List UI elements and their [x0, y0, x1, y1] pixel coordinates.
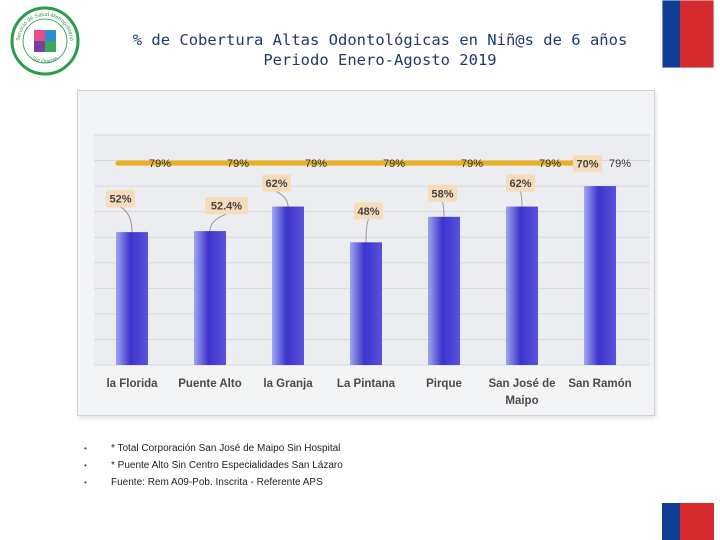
data-label-box [354, 202, 383, 220]
category-tick-label: Maipo [505, 395, 538, 407]
category-tick-label: Puente Alto [178, 378, 241, 390]
bar-value-label: 48% [357, 206, 379, 218]
target-value-label: 79% [539, 158, 561, 170]
bar-value-label: 70% [576, 159, 598, 171]
data-label-box [428, 184, 457, 202]
category-tick-label: San José de [488, 378, 555, 390]
category-tick-label: San Ramón [568, 378, 631, 390]
bar-value-label: 62% [509, 178, 531, 190]
title-line-2: Periodo Enero-Agosto 2019 [263, 51, 497, 69]
bar-la-pintana [350, 242, 382, 365]
data-label-callout [520, 191, 523, 207]
flag-decoration-bottom [662, 503, 714, 540]
bar-la-granja [272, 206, 304, 365]
data-label-callout [276, 191, 289, 207]
bar-value-label: 52% [109, 194, 131, 206]
bullet-icon: • [84, 461, 87, 470]
bar-value-label: 62% [265, 178, 287, 190]
logo-text-bottom: Sur Oriente [31, 56, 60, 66]
footnote-text: Fuente: Rem A09-Pob. Inscrita - Referent… [111, 477, 323, 488]
data-label-callout [365, 219, 369, 243]
footnote-text: * Puente Alto Sin Centro Especialidades … [111, 460, 343, 471]
target-value-label: 79% [149, 158, 171, 170]
chart-panel: 79% 79% 79% 79% 79% 79% 79% 52% 52.4% 62% 48% 58% 62… [77, 90, 655, 416]
bar-la-florida [116, 232, 148, 365]
target-value-label: 79% [609, 158, 631, 170]
health-service-logo: Servicio de Salud Metropolitano Sur Orie… [10, 6, 80, 76]
data-label-box [506, 174, 535, 192]
bar-san-jos-de-maipo [506, 206, 538, 365]
bar-value-label: 52.4% [211, 201, 242, 213]
data-label-callout [209, 213, 227, 232]
target-value-label: 79% [305, 158, 327, 170]
title-line-1: % de Cobertura Altas Odontológicas en Ni… [132, 31, 628, 49]
data-label-box [573, 155, 602, 173]
data-label-box [205, 197, 248, 215]
footnote-row: • * Total Corporación San José de Maipo … [84, 440, 343, 457]
footnotes: • * Total Corporación San José de Maipo … [84, 440, 343, 491]
svg-text:Sur Oriente: Sur Oriente [31, 56, 60, 66]
data-label-box [106, 190, 135, 208]
data-label-callout [120, 206, 133, 233]
bar-value-label: 58% [431, 188, 453, 200]
data-label-callout [442, 201, 445, 217]
category-tick-label: la Granja [263, 378, 313, 390]
data-label-box [262, 174, 291, 192]
category-tick-label: la Florida [106, 378, 158, 390]
footnote-text: * Total Corporación San José de Maipo Si… [111, 443, 341, 454]
target-value-label: 79% [383, 158, 405, 170]
bullet-icon: • [84, 478, 87, 487]
bullet-icon: • [84, 444, 87, 453]
page-title: % de Cobertura Altas Odontológicas en Ni… [100, 30, 660, 70]
bar-san-ram-n [584, 186, 616, 365]
flag-decoration-top [662, 0, 714, 68]
target-value-label: 79% [227, 158, 249, 170]
category-tick-label: Pirque [426, 378, 462, 390]
target-value-label: 79% [461, 158, 483, 170]
footnote-row: • Fuente: Rem A09-Pob. Inscrita - Refere… [84, 474, 343, 491]
bar-pirque [428, 216, 460, 365]
category-tick-label: La Pintana [337, 378, 396, 390]
coverage-bar-chart: 79% 79% 79% 79% 79% 79% 79% 52% 52.4% 62% 48% 58% 62… [94, 134, 650, 407]
footnote-row: • * Puente Alto Sin Centro Especialidade… [84, 457, 343, 474]
bar-puente-alto [194, 231, 226, 365]
